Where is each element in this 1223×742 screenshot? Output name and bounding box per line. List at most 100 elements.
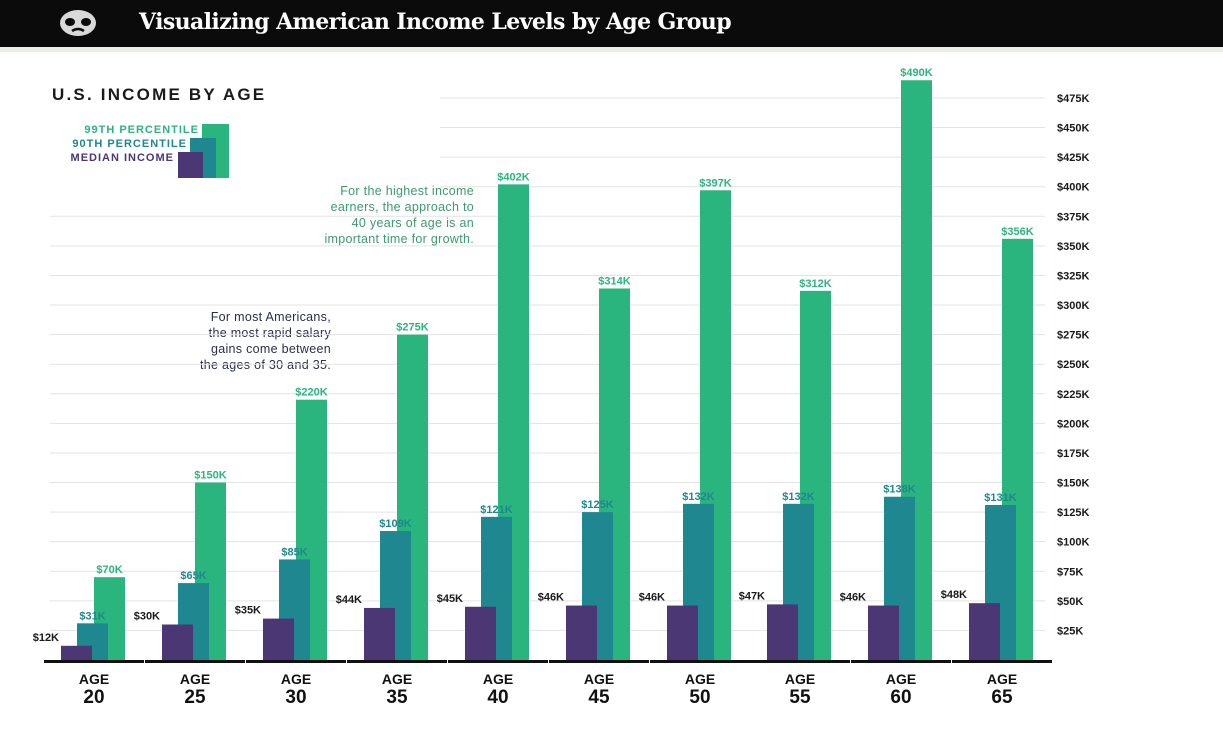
y-tick-label: $275K [1057, 330, 1089, 342]
annotation-line: For the highest income [340, 184, 474, 198]
data-label-99th: $490K [900, 67, 932, 79]
x-label-age: 65 [991, 687, 1013, 708]
annotation-line: gains come between [210, 342, 331, 356]
y-tick-label: $325K [1057, 270, 1089, 282]
y-tick-label: $225K [1057, 389, 1089, 401]
y-tick-label: $400K [1057, 182, 1089, 194]
mask-icon [60, 10, 96, 36]
legend-swatches [178, 124, 229, 178]
x-label-prefix: AGE [685, 671, 715, 687]
x-label-age: 45 [588, 687, 610, 708]
data-label-90th: $131K [984, 492, 1016, 504]
x-label-age: 55 [789, 687, 811, 708]
data-label-median: $46K [840, 592, 866, 604]
data-label-99th: $150K [194, 470, 226, 482]
x-label-prefix: AGE [584, 671, 614, 687]
data-label-90th: $138K [883, 484, 915, 496]
x-label-prefix: AGE [180, 671, 210, 687]
page-title: Visualizing American Income Levels by Ag… [139, 9, 732, 35]
y-tick-label: $175K [1057, 448, 1089, 460]
data-label-median: $12K [33, 632, 59, 644]
data-label-90th: $121K [480, 504, 512, 516]
data-label-90th: $132K [782, 491, 814, 503]
x-label-prefix: AGE [483, 671, 513, 687]
bar-median-age-35 [364, 607, 395, 660]
header-divider [0, 47, 1223, 52]
x-label-age: 35 [386, 687, 408, 708]
data-label-99th: $312K [799, 278, 831, 290]
data-label-median: $46K [538, 592, 564, 604]
bar-median-age-45 [566, 605, 597, 660]
data-label-median: $45K [437, 593, 463, 605]
x-label-age: 50 [689, 687, 710, 708]
y-tick-label: $450K [1057, 123, 1089, 135]
x-label-age: 60 [890, 687, 911, 708]
annotation-highest-earners: For the highest income earners, the appr… [324, 183, 474, 247]
x-label-prefix: AGE [886, 671, 916, 687]
annotation-line: 40 years of age is an [351, 216, 474, 230]
bar-median-age-20 [61, 645, 92, 660]
annotation-line: the ages of 30 and 35. [199, 358, 331, 372]
data-label-median: $48K [941, 589, 967, 601]
data-label-90th: $109K [379, 518, 411, 530]
legend-label-90th: 90TH PERCENTILE [72, 138, 187, 150]
bar-median-age-50 [667, 605, 698, 660]
data-label-99th: $275K [396, 322, 428, 334]
y-tick-label: $150K [1057, 478, 1089, 490]
bar-median-age-40 [465, 606, 496, 660]
x-label-age: 25 [184, 687, 206, 708]
x-label-age: 30 [285, 687, 306, 708]
x-label-prefix: AGE [281, 671, 311, 687]
y-tick-label: $100K [1057, 537, 1089, 549]
annotation-line: the most rapid salary [208, 326, 331, 340]
annotation-line: important time for growth. [324, 232, 474, 246]
data-label-90th: $65K [180, 570, 206, 582]
bar-median-age-25 [162, 624, 193, 660]
bar-median-age-30 [263, 618, 294, 660]
chart-title: U.S. INCOME BY AGE [52, 85, 267, 104]
y-tick-label: $75K [1057, 566, 1083, 578]
y-tick-label: $425K [1057, 152, 1089, 164]
legend-label-median: MEDIAN INCOME [70, 152, 174, 164]
y-tick-label: $25K [1057, 625, 1083, 637]
y-tick-label: $475K [1057, 93, 1089, 105]
data-label-90th: $31K [79, 610, 105, 622]
y-tick-label: $300K [1057, 300, 1089, 312]
annotation-line: For most Americans, [210, 310, 331, 324]
x-label-prefix: AGE [382, 671, 412, 687]
data-label-median: $35K [235, 605, 261, 617]
x-label-prefix: AGE [785, 671, 815, 687]
y-tick-label: $350K [1057, 241, 1089, 253]
data-label-99th: $314K [598, 275, 630, 287]
legend-swatch-median [178, 152, 203, 178]
annotation-most-americans: For most Americans, the most rapid salar… [200, 309, 331, 373]
data-label-median: $30K [134, 611, 160, 623]
data-label-median: $44K [336, 594, 362, 606]
y-tick-label: $250K [1057, 359, 1089, 371]
y-tick-label: $375K [1057, 211, 1089, 223]
y-tick-label: $125K [1057, 507, 1089, 519]
x-label-age: 40 [487, 687, 508, 708]
x-label-prefix: AGE [987, 671, 1017, 687]
data-label-median: $46K [639, 592, 665, 604]
data-label-median: $47K [739, 590, 765, 602]
legend-label-99th: 99TH PERCENTILE [84, 124, 199, 136]
data-label-99th: $356K [1001, 226, 1033, 238]
bar-median-age-60 [868, 605, 899, 660]
bar-median-age-65 [969, 603, 1000, 660]
header-bar [0, 0, 1223, 47]
annotation-line: earners, the approach to [330, 200, 474, 214]
data-label-99th: $402K [497, 171, 529, 183]
bar-median-age-55 [767, 604, 798, 660]
data-label-99th: $397K [699, 177, 731, 189]
y-tick-label: $200K [1057, 418, 1089, 430]
data-label-90th: $132K [682, 491, 714, 503]
data-label-99th: $220K [295, 387, 327, 399]
x-label-age: 20 [83, 687, 104, 708]
x-label-prefix: AGE [79, 671, 109, 687]
data-label-90th: $125K [581, 499, 613, 511]
y-tick-label: $50K [1057, 596, 1083, 608]
data-label-90th: $85K [281, 546, 307, 558]
data-label-99th: $70K [96, 564, 122, 576]
